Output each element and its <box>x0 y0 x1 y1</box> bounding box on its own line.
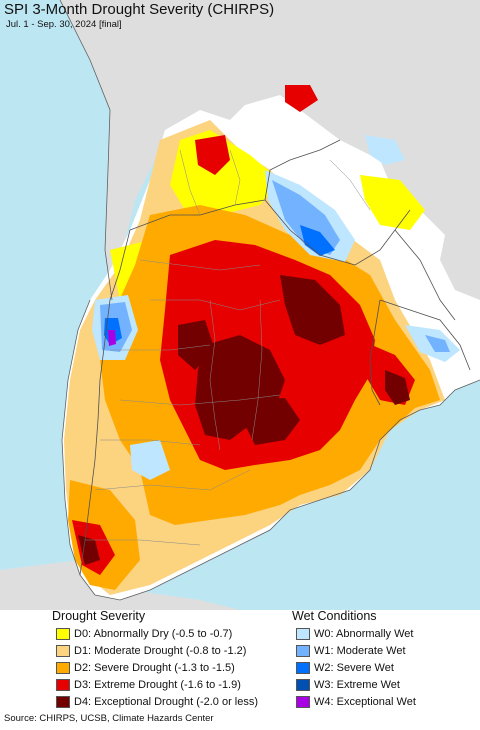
area-d4-southwest <box>78 535 100 565</box>
border-bolivia-paraguay <box>264 139 341 201</box>
drought-legend-heading: Drought Severity <box>52 609 146 623</box>
border-argentina-uruguay <box>369 299 381 406</box>
legend-item-d3: D3: Extreme Drought (-1.6 to -1.9) <box>52 676 292 693</box>
province-border <box>329 159 371 211</box>
area-d0-paraguay <box>360 175 425 230</box>
province-border <box>85 539 201 546</box>
legend-item-d2: D2: Severe Drought (-1.3 to -1.5) <box>52 659 292 676</box>
country-borders <box>79 139 471 576</box>
area-w0-brazil <box>365 135 405 165</box>
legend-label-w2: W2: Severe Wet <box>314 661 394 674</box>
legend-swatch-w0 <box>296 627 310 640</box>
legend-item-w2: W2: Severe Wet <box>292 659 480 676</box>
legend-label-d0: D0: Abnormally Dry (-0.5 to -0.7) <box>74 627 233 640</box>
legend-label-w3: W3: Extreme Wet <box>314 678 400 691</box>
area-d4-west <box>178 320 215 370</box>
province-border <box>94 469 251 491</box>
legend-label-d3: D3: Extreme Drought (-1.6 to -1.9) <box>74 678 241 691</box>
map-subtitle: Jul. 1 - Sep. 30, 2024 [final] <box>6 19 122 30</box>
legend-label-w1: W1: Moderate Wet <box>314 644 406 657</box>
legend-swatch-d1 <box>56 644 70 657</box>
legend-label-d2: D2: Severe Drought (-1.3 to -1.5) <box>74 661 235 674</box>
legend-item-w4: W4: Exceptional Wet <box>292 693 480 710</box>
legend-item-w3: W3: Extreme Wet <box>292 676 480 693</box>
legend-item-w1: W1: Moderate Wet <box>292 642 480 659</box>
province-border <box>100 439 201 446</box>
area-w4-andes <box>108 330 116 346</box>
area-d4-south <box>245 398 300 445</box>
legend-swatch-w4 <box>296 695 310 708</box>
legend-swatch-w3 <box>296 678 310 691</box>
border-chile-argentina <box>79 229 131 576</box>
border-argentina-brazil <box>394 229 456 321</box>
legend-label-w0: W0: Abnormally Wet <box>314 627 414 640</box>
province-border <box>179 149 201 216</box>
province-borders <box>85 149 371 546</box>
province-border <box>119 394 281 406</box>
province-border <box>229 149 241 206</box>
legend-item-w0: W0: Abnormally Wet <box>292 625 480 642</box>
area-d4-east <box>280 275 345 345</box>
wet-legend: Wet Conditions W0: Abnormally Wet W1: Mo… <box>292 608 480 710</box>
area-d3-bolivia <box>195 135 230 175</box>
legend-item-d0: D0: Abnormally Dry (-0.5 to -0.7) <box>52 625 292 642</box>
province-border <box>251 299 263 441</box>
legend-swatch-d2 <box>56 661 70 674</box>
province-border <box>139 259 261 271</box>
map-title: SPI 3-Month Drought Severity (CHIRPS) <box>4 1 275 18</box>
drought-map <box>0 0 480 610</box>
legend-label-d1: D1: Moderate Drought (-0.8 to -1.2) <box>74 644 247 657</box>
legend-swatch-d0 <box>56 627 70 640</box>
border-uruguay-brazil <box>379 299 471 371</box>
area-d4-uruguay <box>385 370 410 405</box>
outside-region-north <box>60 0 480 300</box>
legend-label-d4: D4: Exceptional Drought (-2.0 or less) <box>74 695 259 708</box>
drought-legend: Drought Severity D0: Abnormally Dry (-0.… <box>52 608 292 710</box>
area-d3-north <box>285 85 318 112</box>
legend-swatch-w2 <box>296 661 310 674</box>
legend-swatch-d4 <box>56 695 70 708</box>
legend-swatch-w1 <box>296 644 310 657</box>
legend-swatch-d3 <box>56 678 70 691</box>
wet-legend-heading: Wet Conditions <box>292 609 377 623</box>
legend-label-w4: W4: Exceptional Wet <box>314 695 416 708</box>
area-w2-paraguay <box>300 225 335 256</box>
province-border <box>209 299 221 451</box>
legend-item-d1: D1: Moderate Drought (-0.8 to -1.2) <box>52 642 292 659</box>
legend-item-d4: D4: Exceptional Drought (-2.0 or less) <box>52 693 292 710</box>
area-w1-uruguay-north <box>425 335 450 352</box>
area-w0-patagonia <box>130 440 170 480</box>
province-border <box>110 344 211 351</box>
coastline <box>59 0 480 601</box>
source-credit: Source: CHIRPS, UCSB, Climate Hazards Ce… <box>4 713 214 724</box>
